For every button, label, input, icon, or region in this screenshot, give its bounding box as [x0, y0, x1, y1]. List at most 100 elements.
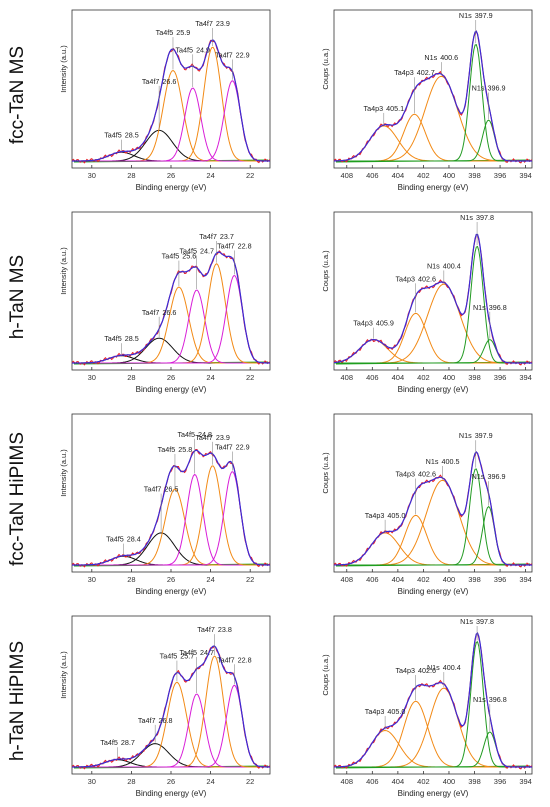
peak-label: Ta4f7 26.8: [138, 716, 173, 725]
component-peak-3: [72, 289, 270, 364]
peak-label-name: N1s: [459, 431, 472, 440]
peak-label: Ta4f7 23.9: [195, 19, 230, 28]
peak-label: N1s 396.8: [473, 303, 507, 312]
peak-label: Ta4f5 25.6: [162, 252, 197, 261]
component-peak-1: [72, 337, 270, 364]
x-tick-label: 394: [519, 575, 532, 584]
n1s-chart: 408 406 404 402 400 398 396 394 Binding energy (…: [321, 9, 533, 192]
x-tick-label: 402: [417, 777, 430, 786]
row-label-fcc-tan-ms: fcc-TaN MS: [0, 0, 36, 190]
peak-label-name: Ta4f7: [215, 50, 233, 59]
peak-label-value: 397.9: [475, 11, 493, 20]
peak-label: Ta4f7 23.7: [199, 232, 234, 241]
peak-label-name: N1s: [473, 695, 486, 704]
x-tick-label: 400: [443, 575, 456, 584]
peak-label: Ta4f5 24.8: [177, 430, 212, 439]
component-peak-2: [334, 479, 532, 566]
x-tick-label: 394: [519, 171, 532, 180]
component-peak-5: [72, 274, 271, 364]
peak-label-value: 22.8: [238, 655, 252, 664]
row-label-h-tan-ms: h-TaN MS: [0, 202, 36, 392]
n1s-panel-h-tan-ms: 408 406 404 402 400 398 396 394 Binding energy (…: [310, 206, 540, 396]
component-peak-2: [72, 488, 270, 566]
peak-label-value: 397.8: [476, 617, 494, 626]
peak-label-name: Ta4f5: [100, 738, 118, 747]
x-tick-label: 400: [443, 777, 456, 786]
peak-label-name: Ta4f7: [195, 433, 213, 442]
component-peak-4: [334, 505, 532, 566]
component-peak-3: [72, 87, 270, 162]
component-peak-1: [334, 514, 532, 566]
fit-envelope: [72, 251, 271, 364]
peak-label: Ta4p3 402.6: [395, 274, 436, 283]
peak-label: Ta4p3 402.7: [394, 68, 435, 77]
component-peak-4: [334, 119, 532, 162]
peak-label: N1s 397.9: [459, 11, 493, 20]
component-peak-4: [72, 46, 270, 162]
x-tick-label: 394: [519, 777, 532, 786]
plot-frame: [333, 9, 533, 169]
peak-label: N1s 400.4: [427, 261, 461, 270]
x-tick-label: 402: [417, 171, 430, 180]
n1s-chart: 408 406 404 402 400 398 396 394 Binding energy (…: [321, 211, 533, 394]
plot-frame: [333, 413, 533, 573]
y-axis-label: Intensity (a.u.): [59, 651, 68, 699]
peak-label: Ta4p3 402.6: [395, 470, 436, 479]
peak-label-value: 24.7: [200, 648, 214, 657]
peak-label-name: Ta4p3: [365, 707, 385, 716]
peak-label-name: Ta4f5: [158, 445, 176, 454]
ta4f-panel-fcc-tan-hipims: 30 28 26 24 22 Binding energy (eV) Intensity (…: [48, 408, 278, 598]
peak-label-value: 23.7: [220, 232, 234, 241]
x-axis-label: Binding energy (eV): [398, 587, 469, 596]
row-label-h-tan-hipims: h-TaN HiPIMS: [0, 606, 36, 796]
peak-label: Ta4f7 26.6: [142, 77, 177, 86]
peak-label-name: Ta4f5: [104, 131, 122, 140]
peak-label-value: 402.7: [417, 68, 435, 77]
row-label-text: fcc-TaN MS: [7, 45, 28, 145]
peak-label-value: 28.5: [125, 334, 139, 343]
y-axis-label: Coups (u.a.): [321, 452, 330, 494]
peak-label: Ta4f7 23.8: [197, 625, 232, 634]
component-peak-5: [72, 684, 271, 768]
x-tick-label: 406: [366, 575, 379, 584]
fit-envelope: [333, 30, 532, 162]
n1s-chart: 408 406 404 402 400 398 396 394 Binding energy (…: [321, 413, 533, 596]
experimental-spectrum: [71, 645, 271, 770]
fit-envelope: [333, 451, 532, 566]
peak-label: Ta4f7 23.9: [195, 433, 230, 442]
peak-label-value: 396.8: [489, 695, 507, 704]
peak-label-name: N1s: [472, 472, 485, 481]
x-tick-label: 398: [468, 171, 481, 180]
component-peak-1: [72, 532, 270, 566]
x-tick-label: 394: [519, 373, 532, 382]
fit-envelope: [71, 645, 271, 768]
peak-label: N1s 396.9: [472, 472, 506, 481]
x-axis-label: Binding energy (eV): [136, 183, 207, 192]
x-tick-label: 26: [167, 373, 175, 382]
x-tick-label: 22: [246, 373, 254, 382]
peak-label-value: 23.8: [218, 625, 232, 634]
x-tick-label: 402: [417, 575, 430, 584]
peak-label: Ta4f5 28.5: [104, 131, 139, 140]
x-tick-label: 400: [443, 171, 456, 180]
x-tick-label: 396: [494, 777, 507, 786]
peak-label-name: Ta4f5: [160, 652, 178, 661]
ta4f-chart: 30 28 26 24 22 Binding energy (eV) Intensity (…: [59, 615, 271, 798]
peak-label-name: Ta4f7: [197, 625, 215, 634]
peak-label-value: 26.6: [162, 308, 176, 317]
peak-label-name: Ta4p3: [394, 68, 414, 77]
peak-label-name: N1s: [460, 617, 473, 626]
peak-label-name: N1s: [426, 457, 439, 466]
peak-label-name: N1s: [472, 84, 485, 93]
x-tick-label: 26: [167, 777, 175, 786]
peak-label-name: Ta4f7: [215, 443, 233, 452]
peak-label-name: Ta4f5: [177, 430, 195, 439]
peak-label-name: Ta4f7: [142, 308, 160, 317]
x-tick-label: 28: [127, 373, 135, 382]
x-tick-label: 404: [392, 373, 405, 382]
peak-label: Ta4f7 22.8: [217, 655, 252, 664]
peak-label-value: 23.9: [216, 433, 230, 442]
ta4f-chart: 30 28 26 24 22 Binding energy (eV) Intensity (…: [59, 9, 271, 192]
peak-label-name: Ta4f7: [138, 716, 156, 725]
peak-label-value: 26.5: [164, 485, 178, 494]
